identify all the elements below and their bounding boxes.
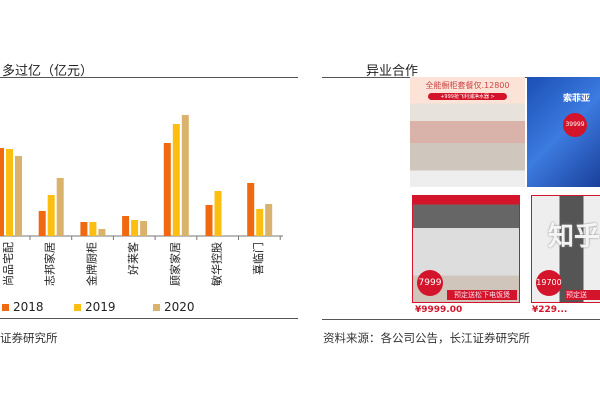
bar-2020 (98, 229, 106, 236)
x-tick-label: 敏华控股 (210, 242, 224, 286)
legend-swatch (2, 303, 9, 311)
product-image-kitchen: 全能橱柜套餐仅.12800 +999抢飞利浦净水器 > (410, 77, 525, 187)
legend-2020: 2020 (153, 300, 195, 314)
price: ¥229... (532, 305, 568, 315)
divider (322, 319, 600, 320)
source-note: 证券研究所 (0, 331, 58, 345)
bar-chart: 尚品宅配 志邦家居 金牌厨柜 好莱客 顾家家居 敏华控股 喜临门 (0, 115, 283, 286)
legend-label: 2020 (164, 300, 195, 314)
x-tick-label: 尚品宅配 (1, 242, 15, 286)
divider (0, 318, 298, 319)
bar-2020 (56, 178, 64, 236)
bar-2019 (131, 220, 139, 236)
card-headline: 全能橱柜套餐仅.12800 (425, 81, 510, 90)
product-image-kitchen-2: 7999 预定送松下电饭煲 (412, 195, 520, 303)
section-title: 异业合作 (366, 64, 419, 79)
bar-2019 (6, 149, 13, 236)
card-badge: 39999 (563, 113, 587, 137)
x-tick-label: 顾家家居 (168, 242, 182, 286)
bar-2019 (89, 222, 97, 236)
legend-2018: 2018 (2, 300, 44, 314)
bar-2019 (214, 191, 222, 236)
legend-label: 2018 (13, 300, 44, 314)
bar-2020 (181, 115, 189, 236)
bar-2018 (122, 216, 130, 236)
bar-2019 (172, 124, 180, 236)
chart-title: 多过亿（亿元） (2, 64, 94, 79)
bar-2018 (80, 222, 88, 236)
bar-2020 (140, 221, 148, 236)
card-badge: 7999 (417, 270, 443, 296)
source-note: 资料来源：各公司公告，长江证券研究所 (323, 331, 530, 345)
bar-2020 (15, 156, 22, 236)
product-image-blue: 索菲亚 39999 (527, 77, 600, 187)
bar-2019 (47, 195, 55, 236)
bar-2018 (205, 205, 213, 236)
card-badge: 19700 (536, 270, 562, 296)
bar-2018 (163, 143, 171, 236)
card-banner: 预定送 (566, 290, 600, 300)
bar-2019 (256, 209, 264, 236)
bar-2020 (265, 204, 273, 236)
legend-swatch (153, 303, 160, 311)
x-tick-label: 好莱客 (126, 242, 140, 275)
x-tick-label: 金牌厨柜 (84, 242, 98, 286)
price: ¥9999.00 (415, 305, 463, 315)
bar-2018 (38, 211, 46, 236)
product-image-wardrobe: 19700 预定送 (531, 195, 600, 303)
divider (0, 77, 298, 78)
legend-label: 2019 (85, 300, 116, 314)
card-banner: 预定送松下电饭煲 (447, 290, 517, 300)
x-tick-label: 喜临门 (251, 242, 265, 275)
card-headline: 索菲亚 (563, 94, 591, 104)
watermark: 知乎 (548, 222, 600, 252)
legend-swatch (74, 303, 81, 311)
x-tick-label: 志邦家居 (43, 242, 57, 286)
card-sub: +999抢飞利浦净水器 > (428, 93, 507, 100)
bar-2018 (247, 183, 255, 236)
legend-2019: 2019 (74, 300, 116, 314)
bar-2018 (0, 148, 4, 236)
